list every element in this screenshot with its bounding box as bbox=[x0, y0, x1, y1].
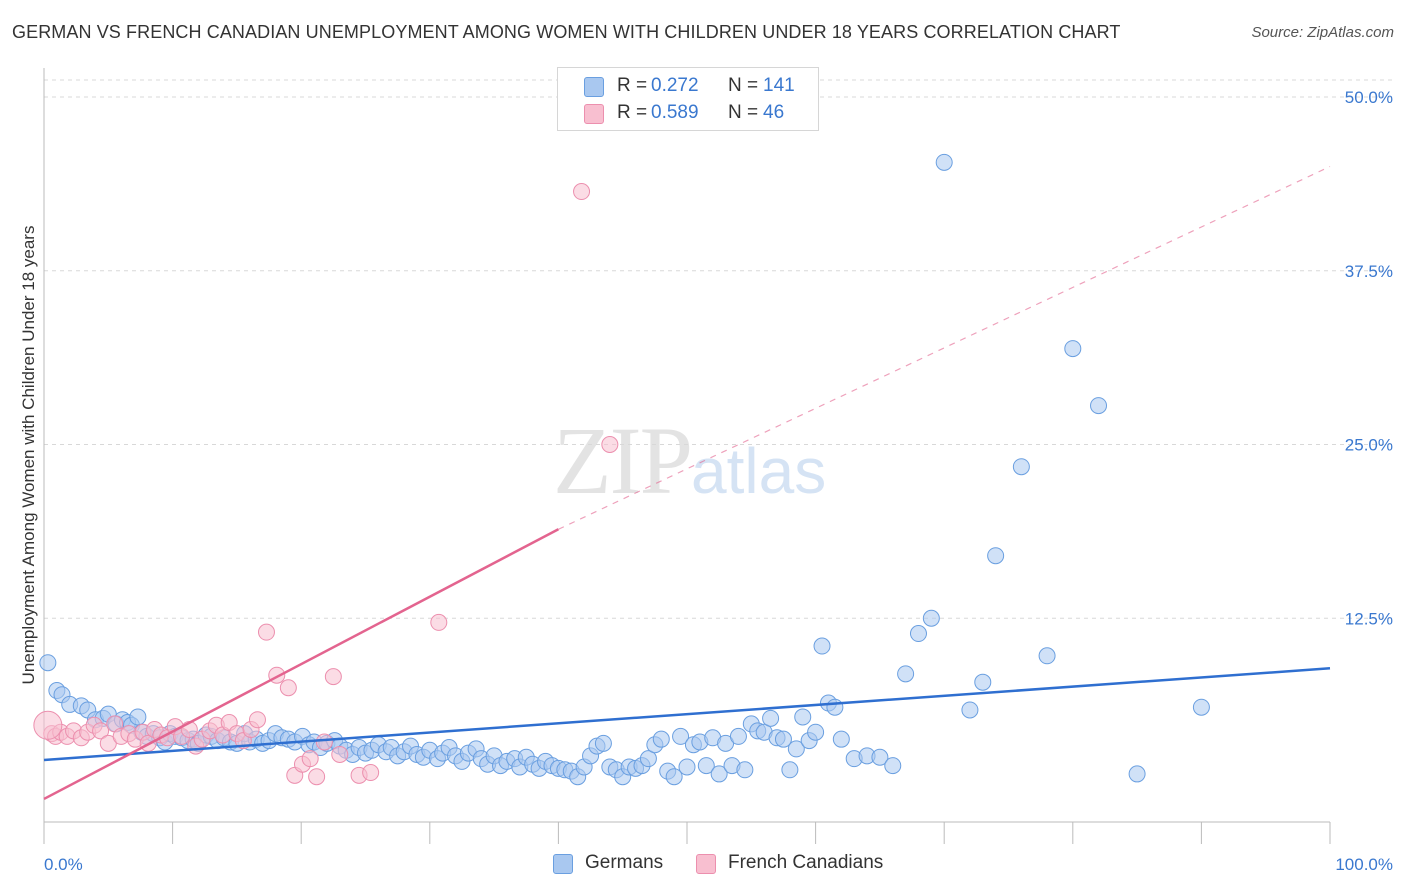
german-point bbox=[871, 748, 889, 766]
german-point bbox=[594, 734, 612, 752]
legend-swatch-germans bbox=[584, 77, 604, 97]
german-point bbox=[807, 723, 825, 741]
watermark-zip: ZIP bbox=[553, 407, 693, 514]
german-trend-line bbox=[43, 667, 1331, 762]
german-point bbox=[639, 750, 657, 768]
tick-labels-group: 12.5% 25.0% 37.5% 50.0% 0.0% 100.0% bbox=[44, 88, 1393, 874]
chart-title: GERMAN VS FRENCH CANADIAN UNEMPLOYMENT A… bbox=[12, 22, 1121, 42]
german-point bbox=[909, 625, 927, 643]
legend-r-value: 0.589 bbox=[651, 102, 699, 123]
correlation-legend: R = 0.272 N = 141 R = 0.589 N = 46 bbox=[557, 67, 819, 131]
german-point bbox=[832, 730, 850, 748]
german-point bbox=[39, 654, 57, 672]
german-point bbox=[710, 765, 728, 783]
german-point bbox=[652, 730, 670, 748]
german-point bbox=[813, 637, 831, 655]
german-point bbox=[678, 758, 696, 776]
trend-lines-group bbox=[43, 165, 1331, 801]
french-canadian-point bbox=[601, 436, 619, 453]
legend-row-germans: R = 0.272 N = 141 bbox=[558, 74, 818, 100]
french-canadian-point bbox=[308, 768, 326, 786]
legend-row-french-canadians: R = 0.589 N = 46 bbox=[558, 101, 818, 127]
french-canadian-point bbox=[331, 745, 349, 763]
french-canadian-point bbox=[279, 679, 297, 697]
german-point bbox=[672, 727, 690, 745]
german-point bbox=[1128, 765, 1146, 783]
source-credit: Source: ZipAtlas.com bbox=[1251, 24, 1394, 41]
y-tick-label: 50.0% bbox=[1345, 88, 1393, 107]
german-point bbox=[1064, 340, 1082, 358]
legend-label-french-canadians: French Canadians bbox=[728, 852, 884, 873]
german-point bbox=[987, 547, 1005, 565]
french-canadian-trend-extension bbox=[558, 165, 1331, 530]
watermark-atlas: atlas bbox=[691, 435, 827, 507]
german-point bbox=[961, 701, 979, 719]
german-point bbox=[826, 698, 844, 716]
german-point bbox=[697, 757, 715, 775]
german-point bbox=[1038, 647, 1056, 665]
french-canadian-point bbox=[301, 750, 319, 768]
french-canadian-point bbox=[33, 710, 63, 740]
legend-n-label: N = bbox=[728, 102, 759, 123]
legend-r-label: R = bbox=[617, 102, 648, 123]
german-point bbox=[665, 768, 683, 786]
german-point bbox=[129, 708, 147, 726]
x-tick-label: 100.0% bbox=[1335, 855, 1393, 874]
legend-n-label: N = bbox=[728, 75, 759, 96]
french-canadian-point bbox=[324, 668, 342, 686]
german-point bbox=[1192, 698, 1210, 716]
legend-r-value: 0.272 bbox=[651, 75, 699, 96]
axis-layer bbox=[43, 68, 1331, 844]
series-legend: Germans French Canadians bbox=[0, 852, 1406, 878]
french-canadian-point bbox=[92, 722, 110, 740]
french-canadian-point bbox=[430, 613, 448, 631]
german-point bbox=[974, 673, 992, 691]
german-point bbox=[794, 708, 812, 726]
french-canadian-trend-line bbox=[43, 528, 559, 801]
watermark: ZIPatlas bbox=[553, 405, 826, 516]
german-point bbox=[884, 757, 902, 775]
german-points-group bbox=[39, 153, 1210, 786]
legend-swatch-germans bbox=[553, 854, 573, 874]
german-point bbox=[781, 761, 799, 779]
legend-r-label: R = bbox=[617, 75, 648, 96]
legend-n-value: 46 bbox=[763, 102, 785, 123]
german-point bbox=[922, 609, 940, 627]
legend-swatch-french-canadians bbox=[584, 104, 604, 124]
french-canadian-point bbox=[315, 733, 333, 751]
x-tick-label: 0.0% bbox=[44, 855, 83, 874]
german-point bbox=[762, 709, 780, 727]
german-point bbox=[774, 730, 792, 748]
german-point bbox=[1090, 397, 1108, 415]
y-tick-label: 37.5% bbox=[1345, 262, 1393, 281]
french-canadian-point bbox=[573, 183, 591, 201]
french-canadian-point bbox=[362, 764, 380, 782]
legend-label-germans: Germans bbox=[585, 852, 664, 873]
german-point bbox=[736, 761, 754, 779]
german-point bbox=[935, 153, 953, 171]
french-canadian-points-group bbox=[33, 183, 619, 786]
legend-n-value: 141 bbox=[763, 75, 795, 96]
french-canadian-point bbox=[257, 623, 275, 641]
y-tick-label: 12.5% bbox=[1345, 609, 1393, 628]
grid-layer bbox=[44, 79, 1392, 619]
legend-swatch-french-canadians bbox=[696, 854, 716, 874]
german-point bbox=[787, 740, 805, 758]
german-point bbox=[1012, 458, 1030, 476]
german-point bbox=[897, 665, 915, 683]
y-tick-label: 25.0% bbox=[1345, 436, 1393, 455]
french-canadian-point bbox=[248, 711, 266, 729]
german-point bbox=[729, 727, 747, 745]
